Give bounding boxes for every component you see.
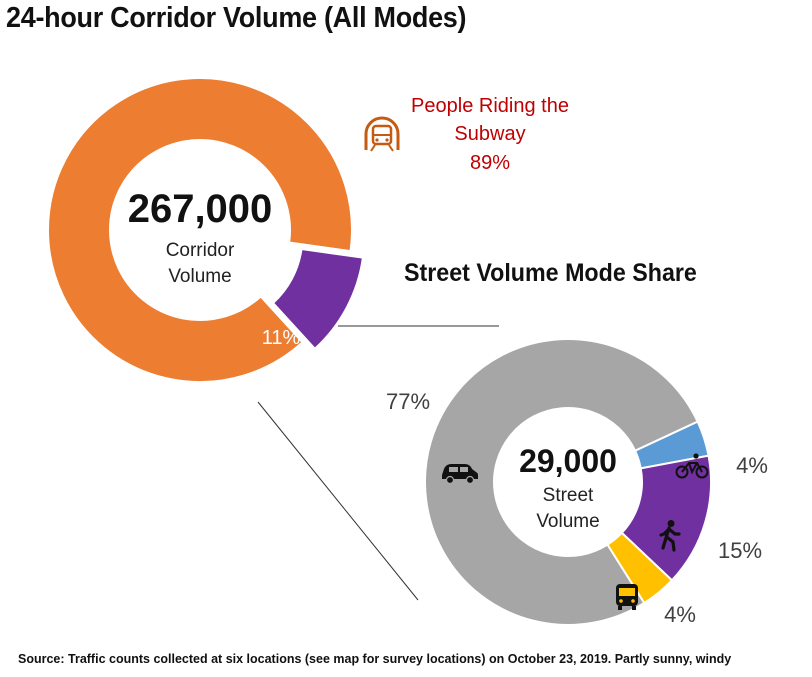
- street-total-value: 29,000: [519, 443, 617, 479]
- bus-icon: [616, 584, 638, 610]
- street-center-label-line1: Street: [543, 485, 594, 506]
- slice-car: [424, 338, 699, 626]
- slice-street: [271, 247, 365, 351]
- corridor-donut: [47, 77, 365, 383]
- source-note: Source: Traffic counts collected at six …: [18, 652, 732, 666]
- street-center-label-line2: Volume: [536, 511, 599, 532]
- car-share-data-label: 77%: [386, 389, 430, 414]
- bus-share-data-label: 4%: [664, 602, 696, 627]
- subway-label-line2: Subway: [454, 123, 525, 145]
- corridor-center-label-line1: Corridor: [166, 240, 235, 261]
- bike-share-data-label: 4%: [736, 453, 768, 478]
- bicycle-icon: [675, 453, 709, 479]
- subway-label-line1: People Riding the: [411, 95, 569, 117]
- street-donut: [424, 338, 712, 626]
- corridor-center-label-line2: Volume: [168, 266, 231, 287]
- street-mode-share-title: Street Volume Mode Share: [404, 259, 697, 287]
- car-icon: [442, 464, 478, 485]
- walk-share-data-label: 15%: [718, 538, 762, 563]
- slice-subway: [47, 77, 353, 383]
- chart-title: 24-hour Corridor Volume (All Modes): [6, 2, 467, 34]
- corridor-total-value: 267,000: [128, 187, 273, 231]
- street-share-data-label: 11%: [262, 327, 301, 349]
- connector-line-bottom: [257, 401, 419, 601]
- pedestrian-icon: [659, 520, 681, 552]
- subway-icon: [364, 116, 400, 152]
- subway-share-data-label: 89%: [470, 152, 510, 174]
